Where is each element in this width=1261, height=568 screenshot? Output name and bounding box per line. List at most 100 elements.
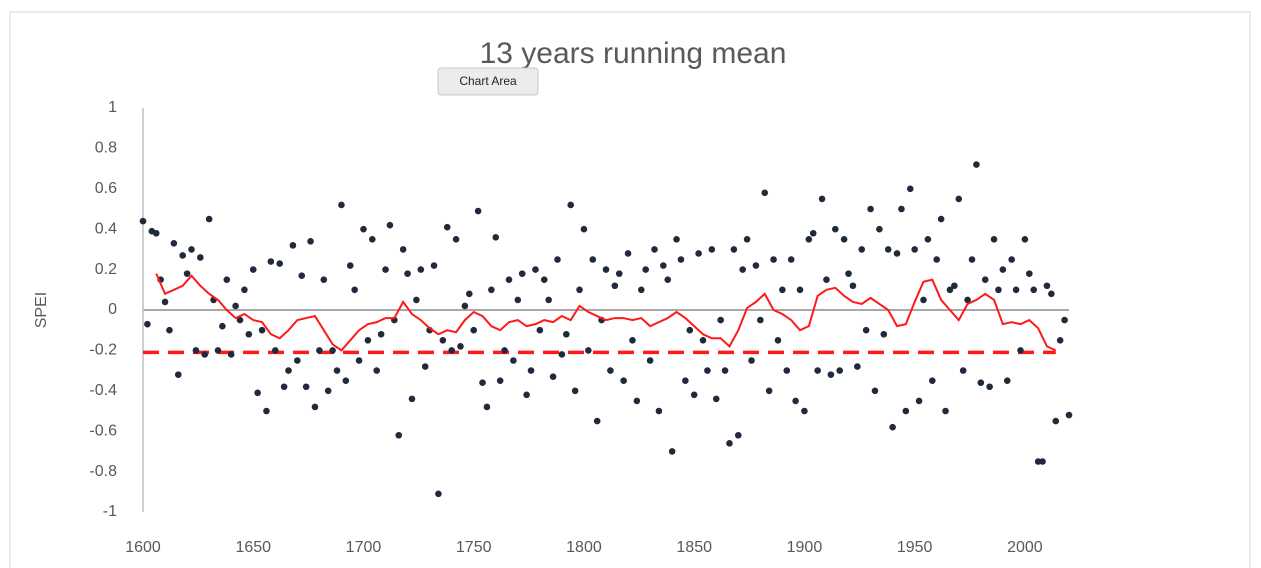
data-point: [417, 266, 425, 273]
data-point: [386, 221, 394, 229]
data-point: [214, 347, 222, 354]
data-point: [1052, 417, 1060, 425]
data-point: [360, 225, 367, 233]
data-point: [452, 236, 460, 243]
data-point: [245, 330, 253, 338]
data-point: [227, 351, 235, 358]
data-point: [298, 272, 306, 279]
data-point: [898, 205, 905, 213]
data-point: [682, 377, 689, 385]
data-point: [457, 343, 464, 350]
data-point: [761, 189, 769, 197]
chart-area[interactable]: [9, 11, 1251, 568]
data-point: [920, 296, 927, 304]
y-tick-label: 1: [108, 99, 117, 116]
data-point: [796, 286, 804, 294]
data-point: [461, 302, 469, 310]
data-point: [1012, 286, 1020, 294]
data-point: [734, 431, 742, 439]
data-point: [589, 256, 597, 263]
data-point: [699, 337, 707, 344]
data-point: [470, 326, 478, 334]
data-point: [241, 286, 248, 294]
data-point: [205, 215, 213, 223]
data-point: [995, 286, 1002, 294]
data-point: [942, 407, 949, 415]
data-point: [902, 407, 910, 415]
tooltip: Chart Area: [459, 74, 517, 88]
data-point: [981, 276, 989, 284]
x-tick-label: 1950: [897, 539, 933, 556]
data-point: [664, 276, 672, 284]
data-point: [483, 403, 491, 411]
data-point: [1003, 377, 1011, 385]
data-point: [792, 397, 799, 405]
data-point: [880, 330, 888, 338]
y-tick-label: 0.4: [95, 220, 117, 237]
x-tick-label: 1850: [676, 539, 712, 556]
data-point: [1026, 270, 1033, 277]
data-point: [571, 387, 579, 395]
data-point: [823, 276, 830, 284]
data-point: [787, 256, 795, 263]
data-point: [289, 242, 297, 249]
data-point: [479, 379, 486, 387]
x-tick-label: 2000: [1007, 539, 1043, 556]
data-point: [743, 236, 751, 243]
data-point: [324, 387, 332, 395]
data-point: [690, 391, 698, 399]
data-point: [721, 367, 729, 374]
data-point: [413, 296, 420, 304]
data-point: [809, 229, 817, 237]
data-point: [267, 258, 275, 265]
data-point: [563, 330, 570, 338]
data-point: [655, 407, 663, 415]
data-point: [915, 397, 923, 405]
data-point: [986, 383, 993, 391]
data-point: [373, 367, 381, 374]
data-point: [695, 250, 702, 257]
data-point: [1043, 282, 1051, 290]
y-axis-label: SPEI: [33, 292, 50, 328]
data-point: [558, 351, 566, 358]
data-point: [232, 302, 239, 310]
data-point: [554, 256, 561, 263]
data-point: [1061, 316, 1068, 324]
data-point: [933, 256, 941, 263]
data-point: [858, 246, 866, 253]
data-point: [827, 371, 835, 378]
data-point: [510, 357, 517, 364]
data-point: [836, 367, 844, 374]
data-point: [686, 326, 694, 334]
data-point: [646, 357, 654, 364]
data-point: [765, 387, 773, 395]
data-point: [188, 246, 195, 253]
data-point: [258, 326, 266, 334]
data-point: [404, 270, 411, 277]
data-point: [329, 347, 336, 354]
data-point: [818, 195, 826, 203]
data-point: [946, 286, 954, 294]
data-point: [170, 240, 178, 247]
data-point: [152, 229, 160, 237]
data-point: [399, 246, 407, 253]
data-point: [280, 383, 288, 391]
data-point: [757, 316, 764, 324]
data-point: [831, 225, 839, 233]
data-point: [862, 326, 870, 334]
data-point: [342, 377, 350, 385]
data-point: [276, 260, 283, 267]
data-point: [223, 276, 231, 284]
data-point: [955, 195, 963, 203]
data-point: [271, 347, 279, 354]
data-point: [624, 250, 632, 257]
data-point: [466, 290, 473, 298]
running-mean-line: [155, 273, 1057, 352]
data-point: [1017, 347, 1024, 354]
data-point: [770, 256, 777, 263]
data-point: [254, 389, 261, 397]
data-point: [783, 367, 791, 374]
data-point: [1039, 458, 1046, 465]
y-tick-label: 0.6: [95, 180, 117, 197]
